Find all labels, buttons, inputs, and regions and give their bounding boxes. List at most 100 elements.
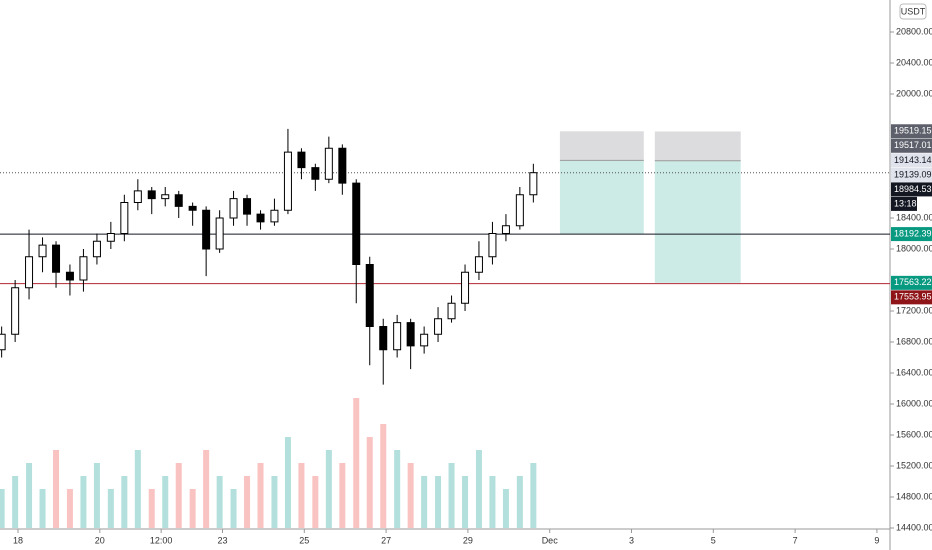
volume-bar	[435, 476, 442, 528]
price-label-box	[891, 124, 932, 139]
candle-body	[38, 244, 47, 258]
volume-bar	[421, 476, 428, 528]
volume-bar	[271, 476, 278, 528]
candle-body	[243, 198, 252, 215]
price-label-box	[891, 275, 932, 290]
candle-body	[393, 322, 402, 351]
price-label: 19519.15	[894, 126, 932, 136]
y-tick-label: 16800.00	[896, 336, 932, 346]
y-tick-label: 14800.00	[896, 491, 932, 501]
volume-bar	[93, 463, 100, 528]
candle-body	[529, 172, 538, 196]
price-label-box	[891, 182, 932, 197]
volume-bar	[148, 489, 155, 528]
price-label-box	[891, 153, 932, 168]
price-label-box	[891, 138, 932, 153]
x-tick-label: 7	[793, 535, 798, 545]
candle-body	[11, 287, 20, 335]
y-tick-label: 15600.00	[896, 429, 932, 439]
candle-body	[106, 233, 115, 242]
candle-body	[352, 182, 361, 265]
x-tick-label: 29	[463, 535, 473, 545]
candle-body	[434, 318, 443, 335]
volume-bar	[257, 463, 264, 528]
candle-body	[270, 209, 279, 223]
volume-bar	[107, 489, 114, 528]
volume-bar	[475, 450, 482, 528]
x-tick-label: 3	[629, 535, 634, 545]
y-tick-label: 16400.00	[896, 367, 932, 377]
volume-bar	[12, 476, 19, 528]
volume-bar	[175, 463, 182, 528]
volume-bar	[53, 450, 60, 528]
volume-bar	[366, 437, 373, 528]
candle-body	[202, 209, 211, 250]
candle-body	[147, 190, 156, 200]
price-label: 19139.09	[894, 169, 932, 179]
x-tick-label: 25	[299, 535, 309, 545]
currency-box[interactable]	[899, 3, 927, 20]
candle-body	[447, 302, 456, 320]
volume-bar	[407, 463, 414, 528]
candle-body	[474, 256, 483, 273]
y-tick-label: 18000.00	[896, 243, 932, 253]
volume-bar	[216, 476, 223, 528]
price-label: 18984.53	[894, 184, 932, 194]
volume-bar	[339, 463, 346, 528]
y-tick-label: 20400.00	[896, 57, 932, 67]
candle-body	[324, 147, 333, 180]
candle-body	[92, 240, 101, 258]
candle-body	[488, 233, 497, 258]
candle-body	[420, 333, 429, 347]
y-tick-label: 18400.00	[896, 212, 932, 222]
price-label-box	[891, 167, 932, 182]
candle-body	[256, 213, 265, 223]
candle-body	[365, 263, 374, 327]
target-zone	[654, 160, 741, 283]
candle-body	[406, 322, 415, 347]
x-tick-label: 20	[95, 535, 105, 545]
candle-body	[379, 325, 388, 351]
candle-body	[501, 225, 510, 235]
volume-bar	[0, 489, 5, 528]
countdown: 13:18	[894, 198, 917, 208]
candle-body	[0, 333, 6, 351]
price-label-box	[891, 290, 932, 305]
x-tick-label: 5	[711, 535, 716, 545]
stop-zone	[559, 131, 644, 161]
price-label-box	[891, 227, 932, 242]
candle-body	[215, 217, 224, 250]
volume-bar	[80, 476, 87, 528]
target-zone	[559, 160, 644, 235]
y-tick-label: 14400.00	[896, 522, 932, 532]
stop-zone	[654, 131, 741, 161]
x-tick-label: 9	[874, 535, 879, 545]
volume-bar	[284, 437, 291, 528]
volume-bar	[26, 463, 33, 528]
candle-body	[133, 190, 142, 204]
candle-body	[174, 194, 183, 207]
y-tick-label: 16000.00	[896, 398, 932, 408]
volume-bar	[380, 424, 387, 528]
volume-bar	[394, 450, 401, 528]
volume-bar	[121, 476, 128, 528]
volume-bar	[530, 463, 537, 528]
volume-bar	[448, 463, 455, 528]
y-tick-label: 20800.00	[896, 26, 932, 36]
candle-body	[65, 271, 74, 281]
candle-body	[188, 205, 197, 211]
candle-body	[311, 167, 320, 180]
volume-bar	[162, 476, 169, 528]
volume-bar	[203, 450, 210, 528]
x-tick-label: 12:00	[150, 535, 173, 545]
candle-body	[25, 256, 34, 289]
volume-bar	[489, 476, 496, 528]
x-tick-label: 23	[217, 535, 227, 545]
y-tick-label: 15200.00	[896, 460, 932, 470]
volume-bar	[353, 398, 360, 528]
price-label: 19143.14	[894, 155, 932, 165]
currency[interactable]: USDT	[901, 6, 926, 16]
candle-body	[461, 271, 470, 304]
price-label: 17563.22	[894, 277, 932, 287]
